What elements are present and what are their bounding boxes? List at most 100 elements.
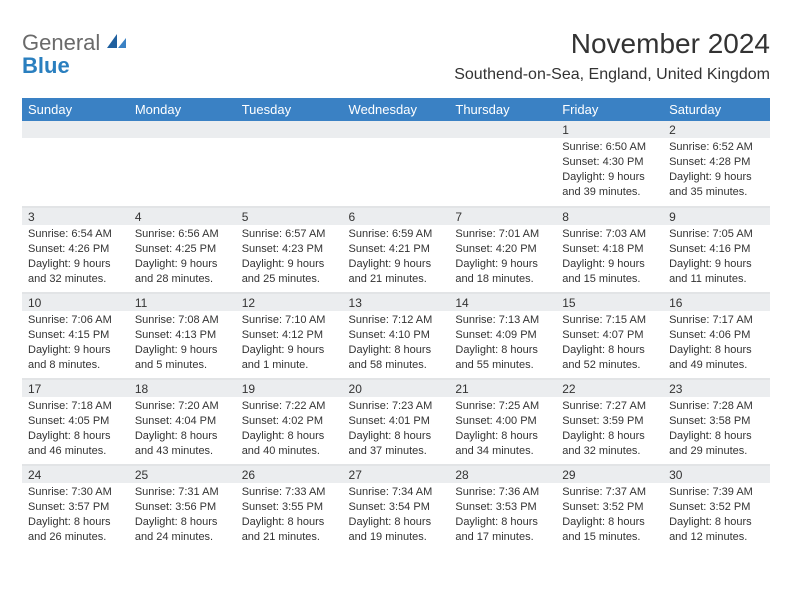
daylight-text: Daylight: 9 hours and 11 minutes. [669, 257, 764, 287]
sunrise-text: Sunrise: 7:23 AM [349, 399, 444, 414]
sunrise-text: Sunrise: 7:27 AM [562, 399, 657, 414]
day-number: 27 [343, 466, 450, 483]
daylight-text: Daylight: 8 hours and 52 minutes. [562, 343, 657, 373]
sunrise-text: Sunrise: 6:56 AM [135, 227, 230, 242]
daylight-text: Daylight: 9 hours and 39 minutes. [562, 170, 657, 200]
sunset-text: Sunset: 4:21 PM [349, 242, 444, 257]
sunrise-text: Sunrise: 7:20 AM [135, 399, 230, 414]
day-content: Sunrise: 7:01 AMSunset: 4:20 PMDaylight:… [449, 225, 556, 289]
day-number: 22 [556, 380, 663, 397]
day-content: Sunrise: 7:39 AMSunset: 3:52 PMDaylight:… [663, 483, 770, 547]
calendar-week-row: 24Sunrise: 7:30 AMSunset: 3:57 PMDayligh… [22, 465, 770, 551]
calendar-day-cell [343, 121, 450, 207]
calendar-week-row: 3Sunrise: 6:54 AMSunset: 4:26 PMDaylight… [22, 207, 770, 293]
calendar-day-cell [129, 121, 236, 207]
calendar-day-cell: 6Sunrise: 6:59 AMSunset: 4:21 PMDaylight… [343, 207, 450, 293]
day-number: 26 [236, 466, 343, 483]
day-content: Sunrise: 7:37 AMSunset: 3:52 PMDaylight:… [556, 483, 663, 547]
day-content: Sunrise: 7:27 AMSunset: 3:59 PMDaylight:… [556, 397, 663, 461]
sunset-text: Sunset: 4:23 PM [242, 242, 337, 257]
sunset-text: Sunset: 4:09 PM [455, 328, 550, 343]
sunset-text: Sunset: 3:52 PM [562, 500, 657, 515]
calendar-day-cell: 2Sunrise: 6:52 AMSunset: 4:28 PMDaylight… [663, 121, 770, 207]
sunset-text: Sunset: 4:07 PM [562, 328, 657, 343]
calendar-day-cell: 20Sunrise: 7:23 AMSunset: 4:01 PMDayligh… [343, 379, 450, 465]
daylight-text: Daylight: 9 hours and 15 minutes. [562, 257, 657, 287]
daylight-text: Daylight: 8 hours and 55 minutes. [455, 343, 550, 373]
calendar-day-cell: 16Sunrise: 7:17 AMSunset: 4:06 PMDayligh… [663, 293, 770, 379]
sunrise-text: Sunrise: 7:28 AM [669, 399, 764, 414]
daylight-text: Daylight: 8 hours and 29 minutes. [669, 429, 764, 459]
weekday-header: Thursday [449, 98, 556, 121]
calendar-day-cell: 3Sunrise: 6:54 AMSunset: 4:26 PMDaylight… [22, 207, 129, 293]
calendar-page: General Blue November 2024 Southend-on-S… [0, 0, 792, 561]
daylight-text: Daylight: 8 hours and 49 minutes. [669, 343, 764, 373]
sunset-text: Sunset: 4:04 PM [135, 414, 230, 429]
calendar-day-cell: 27Sunrise: 7:34 AMSunset: 3:54 PMDayligh… [343, 465, 450, 551]
sunrise-text: Sunrise: 6:52 AM [669, 140, 764, 155]
sunrise-text: Sunrise: 6:57 AM [242, 227, 337, 242]
day-content: Sunrise: 7:18 AMSunset: 4:05 PMDaylight:… [22, 397, 129, 461]
sunrise-text: Sunrise: 7:22 AM [242, 399, 337, 414]
sunset-text: Sunset: 4:16 PM [669, 242, 764, 257]
sunrise-text: Sunrise: 7:36 AM [455, 485, 550, 500]
day-content: Sunrise: 6:56 AMSunset: 4:25 PMDaylight:… [129, 225, 236, 289]
day-number: 7 [449, 208, 556, 225]
calendar-day-cell: 18Sunrise: 7:20 AMSunset: 4:04 PMDayligh… [129, 379, 236, 465]
day-content: Sunrise: 7:33 AMSunset: 3:55 PMDaylight:… [236, 483, 343, 547]
calendar-week-row: 1Sunrise: 6:50 AMSunset: 4:30 PMDaylight… [22, 121, 770, 207]
day-number: 19 [236, 380, 343, 397]
day-number: 2 [663, 121, 770, 138]
sunrise-text: Sunrise: 7:03 AM [562, 227, 657, 242]
sunset-text: Sunset: 3:52 PM [669, 500, 764, 515]
daylight-text: Daylight: 8 hours and 19 minutes. [349, 515, 444, 545]
calendar-day-cell: 4Sunrise: 6:56 AMSunset: 4:25 PMDaylight… [129, 207, 236, 293]
sunset-text: Sunset: 4:00 PM [455, 414, 550, 429]
weekday-header: Wednesday [343, 98, 450, 121]
calendar-day-cell: 10Sunrise: 7:06 AMSunset: 4:15 PMDayligh… [22, 293, 129, 379]
sunrise-text: Sunrise: 7:34 AM [349, 485, 444, 500]
day-content: Sunrise: 6:54 AMSunset: 4:26 PMDaylight:… [22, 225, 129, 289]
sunset-text: Sunset: 4:28 PM [669, 155, 764, 170]
daylight-text: Daylight: 9 hours and 32 minutes. [28, 257, 123, 287]
day-number: 20 [343, 380, 450, 397]
daylight-text: Daylight: 8 hours and 46 minutes. [28, 429, 123, 459]
sunrise-text: Sunrise: 7:33 AM [242, 485, 337, 500]
day-number-empty [129, 121, 236, 138]
calendar-week-row: 10Sunrise: 7:06 AMSunset: 4:15 PMDayligh… [22, 293, 770, 379]
calendar-week-row: 17Sunrise: 7:18 AMSunset: 4:05 PMDayligh… [22, 379, 770, 465]
day-content: Sunrise: 6:52 AMSunset: 4:28 PMDaylight:… [663, 138, 770, 202]
weekday-header: Sunday [22, 98, 129, 121]
daylight-text: Daylight: 8 hours and 40 minutes. [242, 429, 337, 459]
day-number-empty [343, 121, 450, 138]
sunset-text: Sunset: 4:18 PM [562, 242, 657, 257]
day-content: Sunrise: 7:36 AMSunset: 3:53 PMDaylight:… [449, 483, 556, 547]
sunrise-text: Sunrise: 7:06 AM [28, 313, 123, 328]
day-content: Sunrise: 7:12 AMSunset: 4:10 PMDaylight:… [343, 311, 450, 375]
day-content: Sunrise: 7:13 AMSunset: 4:09 PMDaylight:… [449, 311, 556, 375]
daylight-text: Daylight: 9 hours and 25 minutes. [242, 257, 337, 287]
sunrise-text: Sunrise: 7:30 AM [28, 485, 123, 500]
day-number: 18 [129, 380, 236, 397]
calendar-table: Sunday Monday Tuesday Wednesday Thursday… [22, 98, 770, 551]
sunrise-text: Sunrise: 7:05 AM [669, 227, 764, 242]
sunrise-text: Sunrise: 7:12 AM [349, 313, 444, 328]
sunset-text: Sunset: 4:01 PM [349, 414, 444, 429]
sunset-text: Sunset: 4:13 PM [135, 328, 230, 343]
sunrise-text: Sunrise: 7:31 AM [135, 485, 230, 500]
daylight-text: Daylight: 9 hours and 8 minutes. [28, 343, 123, 373]
day-content: Sunrise: 7:34 AMSunset: 3:54 PMDaylight:… [343, 483, 450, 547]
calendar-day-cell: 15Sunrise: 7:15 AMSunset: 4:07 PMDayligh… [556, 293, 663, 379]
day-content: Sunrise: 7:28 AMSunset: 3:58 PMDaylight:… [663, 397, 770, 461]
calendar-day-cell: 14Sunrise: 7:13 AMSunset: 4:09 PMDayligh… [449, 293, 556, 379]
daylight-text: Daylight: 8 hours and 58 minutes. [349, 343, 444, 373]
sail-icon [107, 37, 127, 54]
calendar-day-cell [236, 121, 343, 207]
day-content: Sunrise: 7:05 AMSunset: 4:16 PMDaylight:… [663, 225, 770, 289]
daylight-text: Daylight: 8 hours and 12 minutes. [669, 515, 764, 545]
sunrise-text: Sunrise: 6:54 AM [28, 227, 123, 242]
day-content: Sunrise: 7:22 AMSunset: 4:02 PMDaylight:… [236, 397, 343, 461]
calendar-day-cell: 8Sunrise: 7:03 AMSunset: 4:18 PMDaylight… [556, 207, 663, 293]
day-number: 6 [343, 208, 450, 225]
sunset-text: Sunset: 4:02 PM [242, 414, 337, 429]
